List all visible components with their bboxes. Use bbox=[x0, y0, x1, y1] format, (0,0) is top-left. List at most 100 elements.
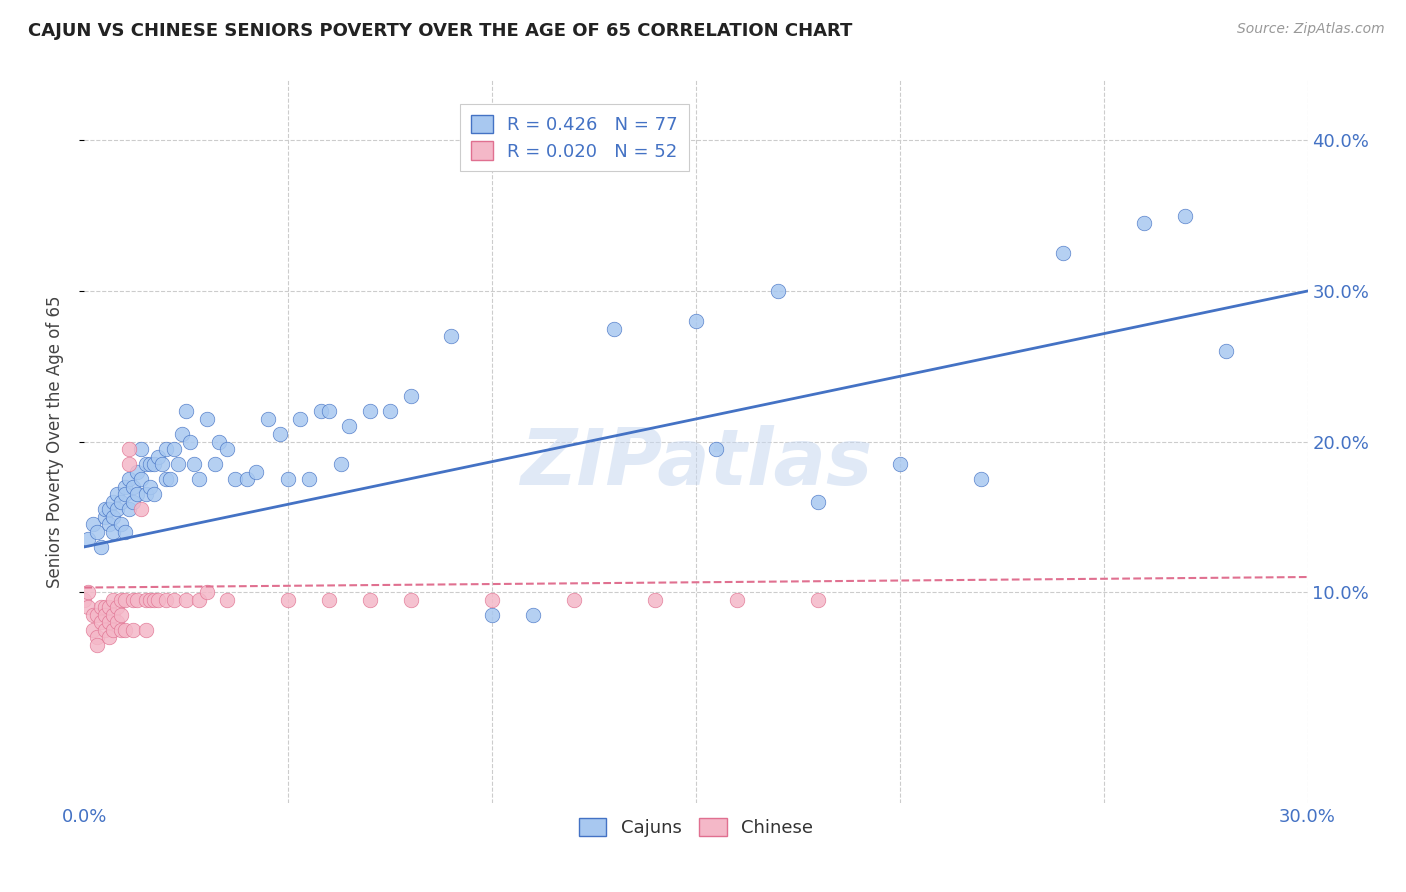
Point bbox=[77, 600, 100, 615]
Point bbox=[77, 533, 100, 547]
Point bbox=[380, 404, 402, 418]
Point bbox=[970, 472, 993, 486]
Point bbox=[118, 472, 141, 486]
Point bbox=[77, 585, 100, 599]
Point bbox=[172, 427, 194, 442]
Point bbox=[155, 592, 177, 607]
Point bbox=[90, 615, 112, 630]
Point bbox=[208, 434, 231, 449]
Point bbox=[110, 494, 132, 508]
Point bbox=[187, 592, 209, 607]
Point bbox=[174, 592, 197, 607]
Point bbox=[135, 487, 157, 501]
Point bbox=[277, 472, 299, 486]
Point bbox=[135, 457, 157, 471]
Point bbox=[138, 592, 160, 607]
Point bbox=[236, 472, 259, 486]
Point bbox=[82, 623, 104, 637]
Point bbox=[122, 480, 145, 494]
Point bbox=[105, 487, 128, 501]
Point bbox=[114, 592, 136, 607]
Point bbox=[1215, 344, 1237, 359]
Text: ZIPatlas: ZIPatlas bbox=[520, 425, 872, 501]
Point bbox=[155, 442, 177, 456]
Point bbox=[127, 487, 149, 501]
Point bbox=[889, 457, 911, 471]
Point bbox=[603, 321, 626, 335]
Point bbox=[93, 623, 115, 637]
Point bbox=[93, 509, 115, 524]
Point bbox=[101, 592, 124, 607]
Point bbox=[290, 412, 312, 426]
Point bbox=[82, 607, 104, 622]
Point bbox=[97, 630, 120, 644]
Point bbox=[183, 457, 205, 471]
Point bbox=[118, 457, 141, 471]
Point bbox=[90, 540, 112, 554]
Point bbox=[93, 607, 115, 622]
Legend: Cajuns, Chinese: Cajuns, Chinese bbox=[572, 811, 820, 845]
Text: CAJUN VS CHINESE SENIORS POVERTY OVER THE AGE OF 65 CORRELATION CHART: CAJUN VS CHINESE SENIORS POVERTY OVER TH… bbox=[28, 22, 852, 40]
Point bbox=[127, 465, 149, 479]
Point bbox=[105, 502, 128, 516]
Point bbox=[97, 600, 120, 615]
Point bbox=[146, 592, 169, 607]
Point bbox=[86, 524, 108, 539]
Point bbox=[101, 524, 124, 539]
Point bbox=[174, 404, 197, 418]
Point bbox=[97, 517, 120, 532]
Point bbox=[135, 592, 157, 607]
Point bbox=[114, 480, 136, 494]
Point bbox=[105, 600, 128, 615]
Point bbox=[1052, 246, 1074, 260]
Point bbox=[807, 494, 830, 508]
Point bbox=[131, 502, 153, 516]
Point bbox=[195, 412, 218, 426]
Point bbox=[217, 442, 239, 456]
Point bbox=[330, 457, 353, 471]
Point bbox=[298, 472, 321, 486]
Point bbox=[807, 592, 830, 607]
Point bbox=[110, 607, 132, 622]
Text: Source: ZipAtlas.com: Source: ZipAtlas.com bbox=[1237, 22, 1385, 37]
Point bbox=[277, 592, 299, 607]
Point bbox=[142, 457, 165, 471]
Point bbox=[163, 442, 186, 456]
Point bbox=[114, 487, 136, 501]
Point bbox=[138, 480, 160, 494]
Point bbox=[359, 592, 381, 607]
Point bbox=[97, 502, 120, 516]
Point bbox=[245, 465, 267, 479]
Point bbox=[110, 592, 132, 607]
Point bbox=[110, 517, 132, 532]
Point bbox=[562, 592, 585, 607]
Point bbox=[118, 502, 141, 516]
Point bbox=[309, 404, 332, 418]
Point bbox=[339, 419, 361, 434]
Point bbox=[86, 630, 108, 644]
Point bbox=[155, 472, 177, 486]
Point bbox=[522, 607, 544, 622]
Point bbox=[122, 592, 145, 607]
Point bbox=[318, 592, 340, 607]
Point bbox=[399, 389, 422, 403]
Point bbox=[481, 607, 503, 622]
Point bbox=[131, 472, 153, 486]
Y-axis label: Seniors Poverty Over the Age of 65: Seniors Poverty Over the Age of 65 bbox=[45, 295, 63, 588]
Point bbox=[187, 472, 209, 486]
Point bbox=[179, 434, 201, 449]
Point bbox=[97, 615, 120, 630]
Point bbox=[122, 623, 145, 637]
Point bbox=[685, 314, 707, 328]
Point bbox=[138, 457, 160, 471]
Point bbox=[114, 524, 136, 539]
Point bbox=[766, 284, 789, 298]
Point bbox=[101, 607, 124, 622]
Point bbox=[142, 592, 165, 607]
Point bbox=[318, 404, 340, 418]
Point bbox=[644, 592, 666, 607]
Point bbox=[1133, 216, 1156, 230]
Point bbox=[481, 592, 503, 607]
Point bbox=[135, 623, 157, 637]
Point bbox=[217, 592, 239, 607]
